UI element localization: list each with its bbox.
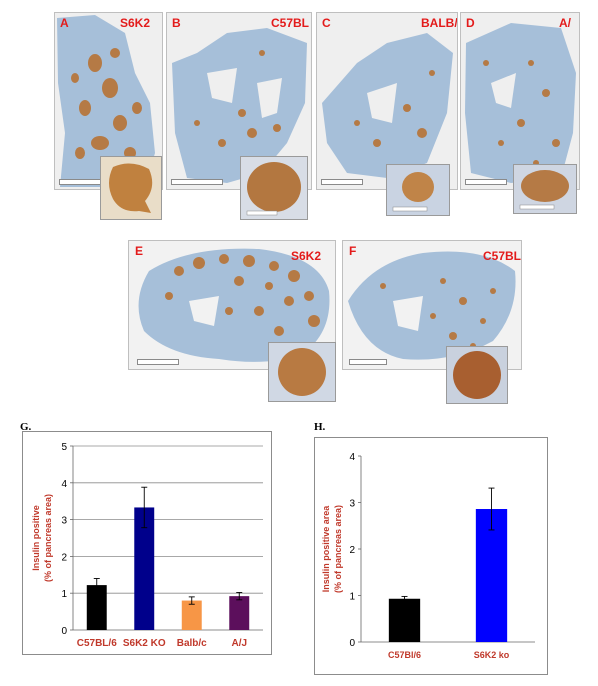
panel-letter: D [466,16,475,30]
tissue-section [465,23,576,183]
bar [229,596,250,630]
islet-spots [194,50,281,147]
y-tick-label: 0 [349,638,355,649]
y-tick-label: 4 [61,479,67,490]
y-tick-label: 3 [61,516,67,527]
micrograph-panel-a: A S6K2 [54,12,163,190]
bar [475,509,508,642]
bar [388,598,421,642]
chart-h-letter: H. [314,421,326,433]
bar [181,600,202,630]
y-axis-label: Insulin positive area [321,505,331,593]
panel-letter: C [322,16,331,30]
scale-bar [321,179,363,185]
x-category-label: S6K2 ko [474,650,510,660]
islet-spots [354,70,435,147]
y-tick-label: 3 [349,499,355,510]
scale-bar [465,179,507,185]
chart-g: 0 1 2 3 4 5 C57BL/6 S6K2 KO Balb/c A/J Insulin pos… [22,431,272,655]
panel-label: C57BL [483,249,522,263]
x-category-label: Balb/c [177,638,207,649]
scale-bar [137,359,179,365]
y-tick-label: 0 [61,626,67,637]
panel-letter: E [135,244,144,258]
panel-label: BALB/ [421,16,458,30]
tissue-section [322,33,453,178]
y-axis-label: Insulin positive [31,505,41,571]
tissue-section [57,15,155,187]
scale-bar [59,179,101,185]
micrograph-panel-e: E S6K2 [128,240,336,370]
panel-label: A/ [559,16,571,30]
islet-spots [380,278,496,349]
islet-inset-d [513,164,577,214]
x-category-label: C57BL/6 [77,638,117,649]
panel-label: C57BL [271,16,310,30]
y-axis-label-units: (% of pancreas area) [333,505,343,593]
panel-letter: F [349,244,357,258]
panel-letter: A [60,16,69,30]
x-category-label: S6K2 KO [123,638,166,649]
scale-bar [171,179,223,185]
y-tick-label: 5 [61,442,67,453]
islet-inset-f [446,346,508,404]
y-tick-label: 1 [349,592,355,603]
islet-spots [165,254,320,336]
islet-spots [483,60,560,166]
islet-inset-a [100,156,162,220]
bar-chart-h: 0 1 2 3 4 C57Bl/6 S6K2 ko Insulin positive area… [321,452,535,660]
bar [134,507,155,630]
micrograph-panel-c: C BALB/ [316,12,458,190]
micrograph-panel-d: D A/ [460,12,580,190]
x-category-label: C57Bl/6 [388,650,421,660]
x-category-label: A/J [231,638,247,649]
bar-chart-g: 0 1 2 3 4 5 C57BL/6 S6K2 KO Balb/c A/J Insulin pos… [31,442,263,649]
y-tick-label: 2 [61,552,67,563]
panel-label: S6K2 [291,249,322,263]
scale-bar [349,359,387,365]
islet-inset-c [386,164,450,216]
tissue-section [348,251,516,360]
islet-inset-e [268,342,336,402]
y-tick-label: 4 [349,452,355,463]
chart-h: 0 1 2 3 4 C57Bl/6 S6K2 ko Insulin positive area… [314,437,548,675]
islet-spots [71,48,142,159]
tissue-section [138,248,330,362]
bar [86,585,107,630]
chart-g-letter: G. [20,421,32,433]
tissue-section [172,28,307,183]
y-tick-label: 1 [61,589,67,600]
islet-inset-b [240,156,308,220]
micrograph-panel-b: B C57BL [166,12,312,190]
y-tick-label: 2 [349,545,355,556]
panel-letter: B [172,16,181,30]
y-axis-label-units: (% of pancreas area) [43,494,53,582]
panel-label: S6K2 [120,16,151,30]
